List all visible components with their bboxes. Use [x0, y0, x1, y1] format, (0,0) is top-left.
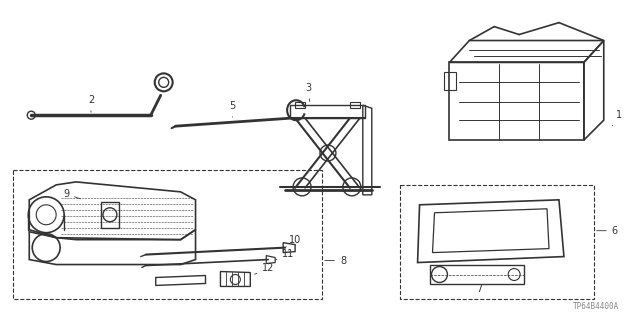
Text: 6: 6 [596, 226, 618, 236]
Text: 3: 3 [305, 83, 311, 101]
Text: 2: 2 [88, 95, 94, 112]
Bar [399, 185, 594, 300]
Text: 12: 12 [255, 262, 275, 274]
Text: 7: 7 [476, 284, 483, 294]
Text: TP64B4400A: TP64B4400A [572, 302, 619, 311]
Text: 5: 5 [229, 101, 236, 117]
Text: 11: 11 [276, 249, 294, 260]
Text: 1: 1 [612, 110, 622, 126]
Bar [13, 170, 322, 300]
Text: 10: 10 [286, 235, 301, 247]
Bar [444, 72, 456, 90]
Bar [350, 102, 360, 108]
Text: 8: 8 [324, 256, 346, 266]
Bar [295, 102, 305, 108]
Text: 9: 9 [63, 189, 81, 199]
